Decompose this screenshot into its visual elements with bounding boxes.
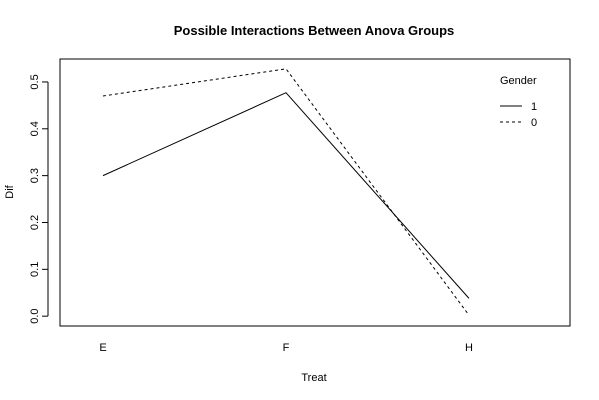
x-tick-label: E [99,342,106,354]
legend: Gender 1 0 [500,75,537,129]
y-axis-label: Dif [4,184,16,198]
y-tick-label: 0.3 [29,168,41,183]
y-tick-label: 0.0 [29,309,41,324]
chart-title: Possible Interactions Between Anova Grou… [174,23,455,38]
y-tick-label: 0.5 [29,74,41,89]
y-tick-label: 0.4 [29,121,41,136]
x-axis-label: Treat [301,372,326,384]
x-tick-label: H [465,342,473,354]
series-line-0 [102,68,470,316]
y-tick-label: 0.2 [29,215,41,230]
series-line-1 [102,92,470,299]
series-layer [102,68,470,316]
plot-frame [59,58,571,327]
y-axis: 0.0 0.1 0.2 0.3 0.4 0.5 [29,74,49,324]
y-tick-label: 0.1 [29,262,41,277]
legend-title: Gender [500,75,537,87]
legend-label-0: 0 [531,117,537,129]
x-tick-label: F [283,342,290,354]
legend-label-1: 1 [531,101,537,113]
